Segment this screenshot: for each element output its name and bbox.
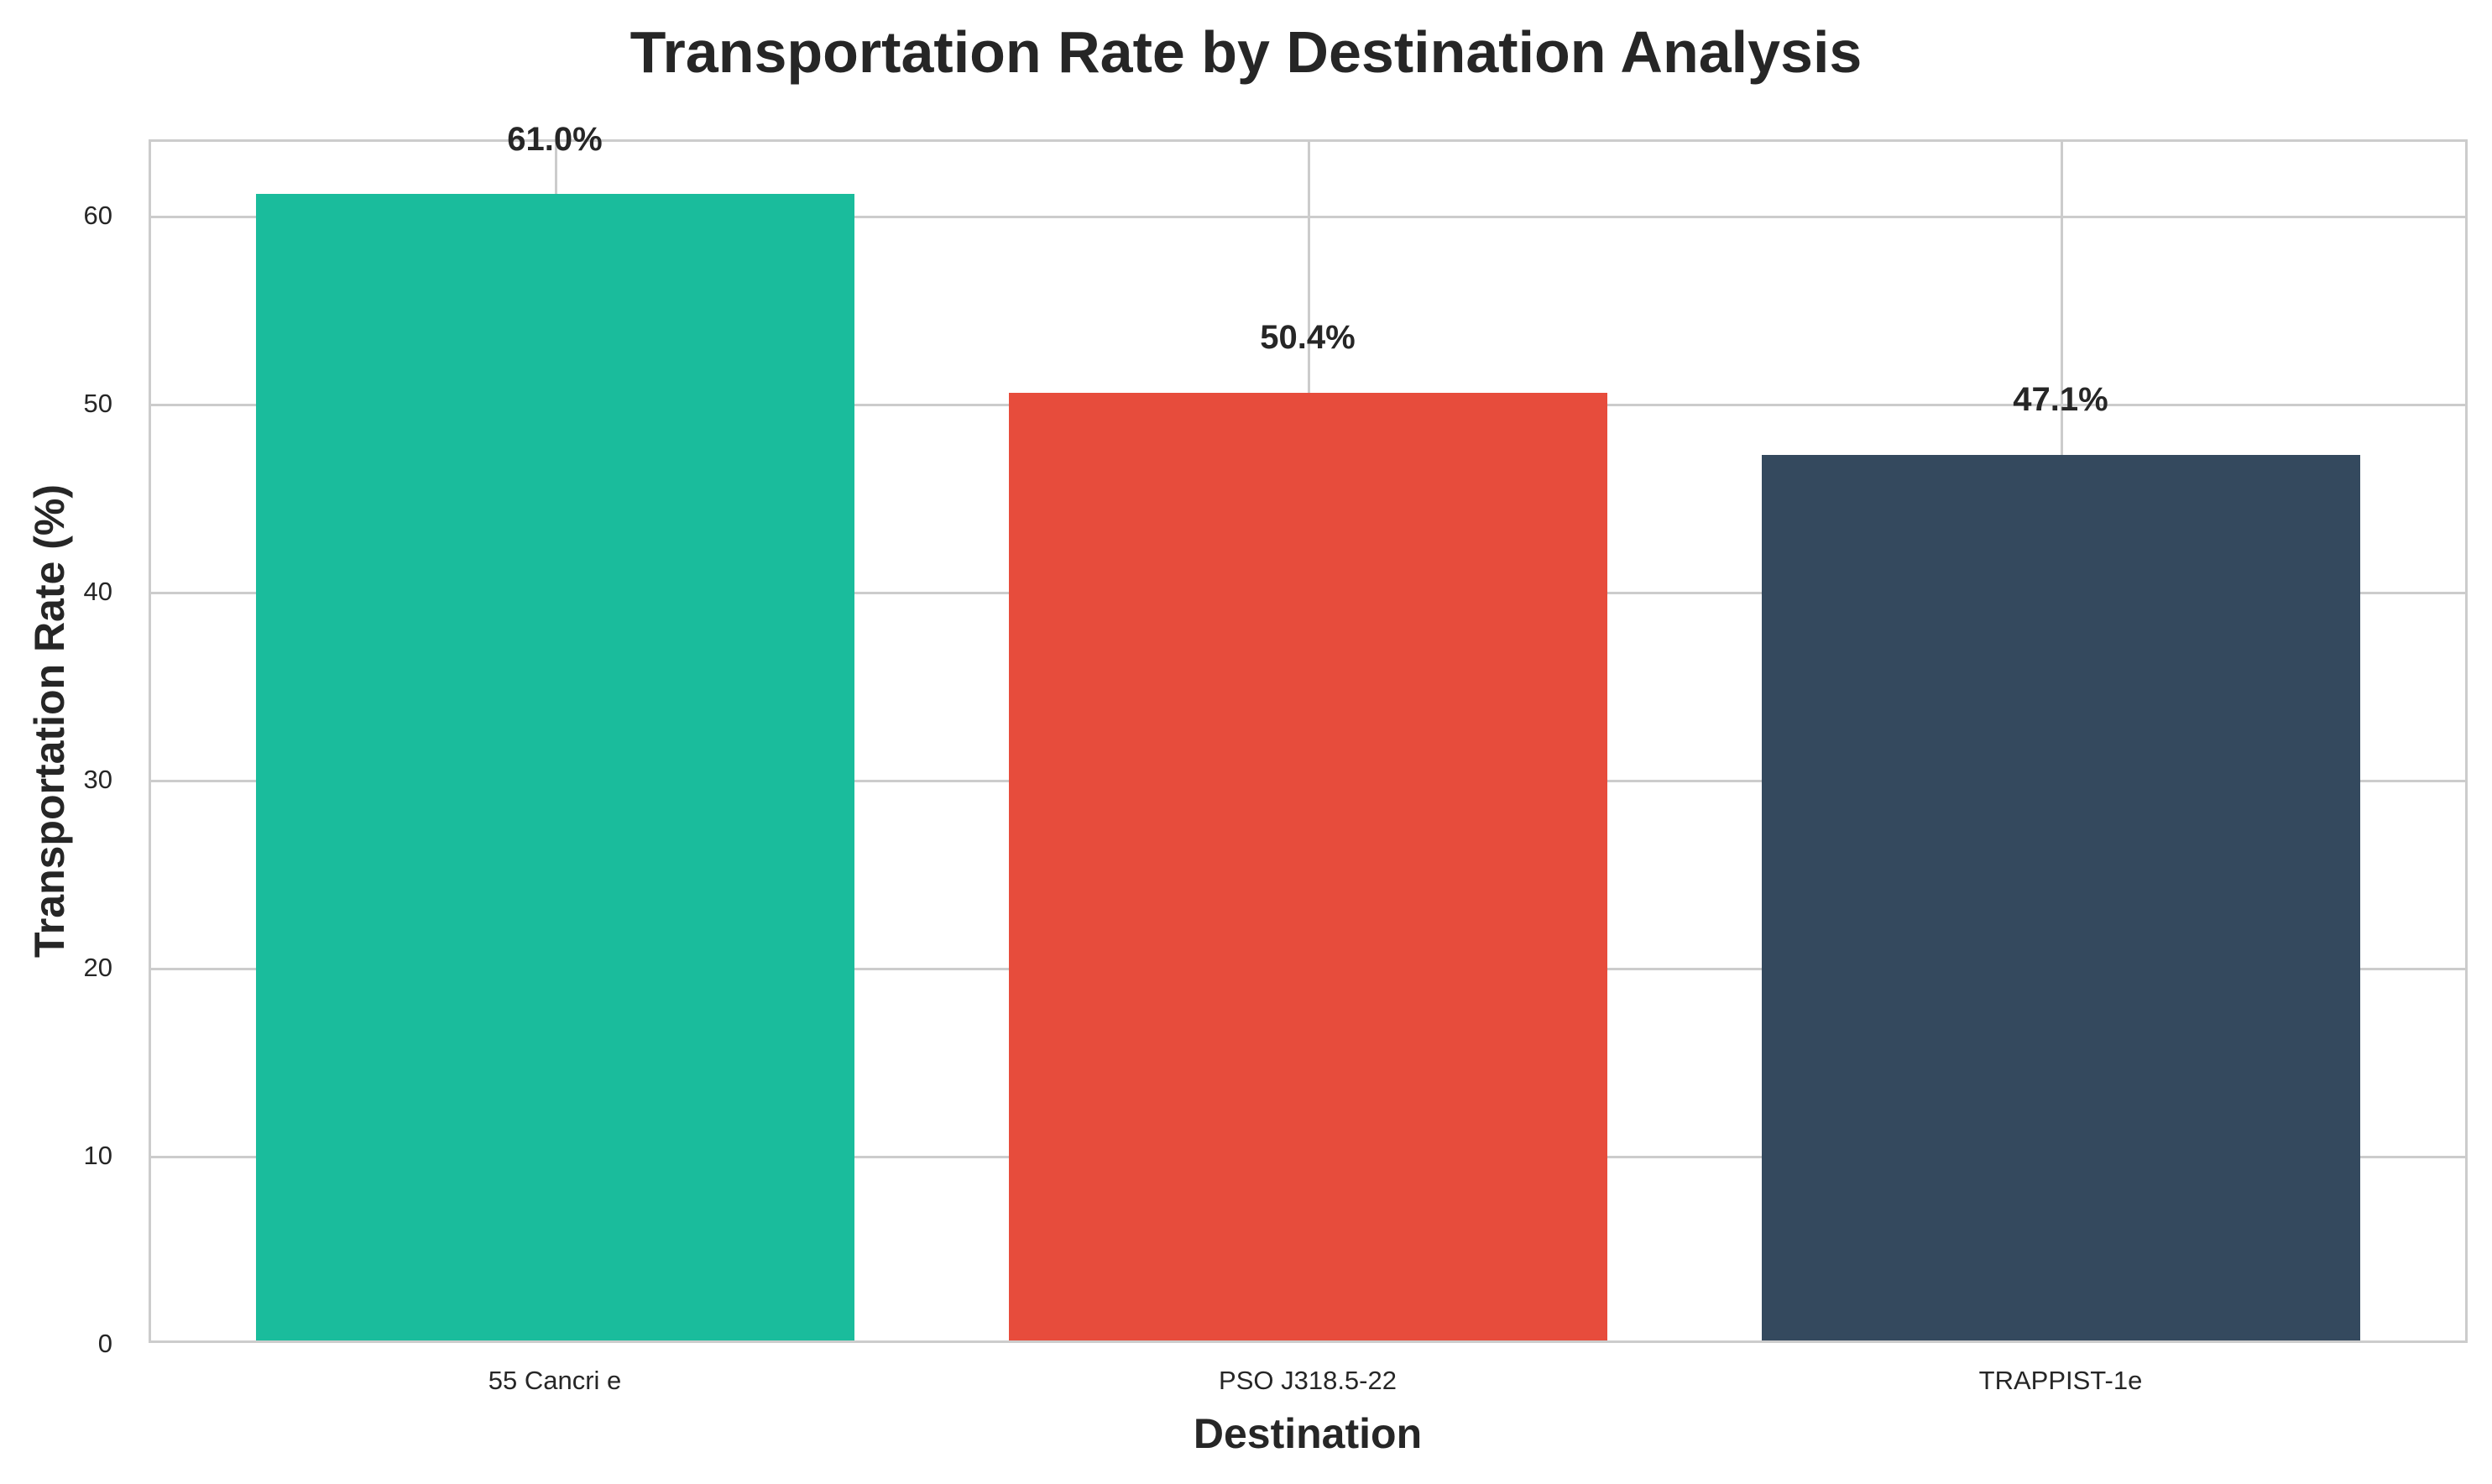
xtick-55-cancri-e: 55 Cancri e [488,1366,622,1395]
chart-title: Transportation Rate by Destination Analy… [630,19,1862,85]
y-axis-label: Transportation Rate (%) [26,484,73,958]
value-label-trappist-1e: 47.1% [2013,381,2108,418]
ytick-10: 10 [83,1141,112,1170]
ytick-0: 0 [97,1329,112,1358]
ytick-30: 30 [83,765,112,794]
ytick-60: 60 [83,201,112,230]
ytick-50: 50 [83,389,112,418]
plot-area [149,139,2468,1343]
bar-pso-j318[interactable] [1009,393,1607,1340]
ytick-40: 40 [83,577,112,606]
xtick-trappist-1e: TRAPPIST-1e [1978,1366,2143,1395]
ytick-20: 20 [83,953,112,982]
bar-55-cancri-e[interactable] [256,194,854,1340]
bar-trappist-1e[interactable] [1762,455,2360,1340]
value-label-pso-j318: 50.4% [1260,319,1356,356]
x-axis-label: Destination [1193,1410,1423,1457]
value-label-55-cancri-e: 61.0% [507,121,603,158]
xtick-pso-j318: PSO J318.5-22 [1219,1366,1397,1395]
